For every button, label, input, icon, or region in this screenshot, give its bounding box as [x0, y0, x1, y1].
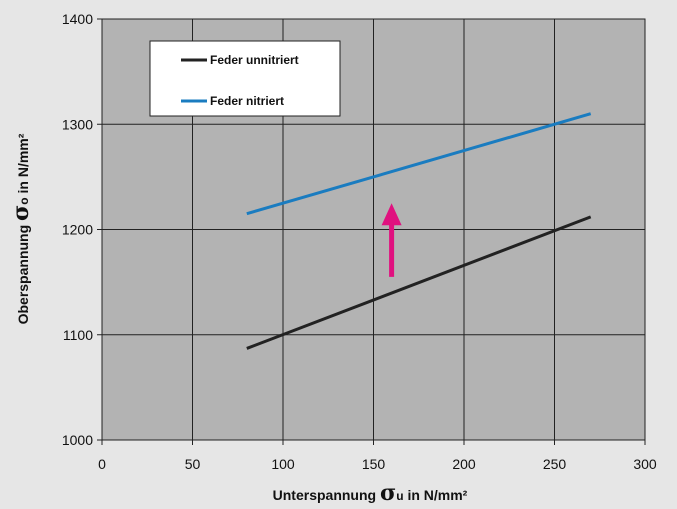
y-tick-label: 1000: [62, 432, 93, 448]
y-tick-labels: 1000 1100 1200 1300 1400: [62, 11, 93, 448]
increase-arrow: [381, 203, 402, 277]
x-axis-title: Unterspannung σu in N/mm²: [273, 480, 468, 506]
arrow-head: [381, 203, 402, 226]
legend: Feder unnitriert Feder nitriert: [149, 40, 341, 117]
x-tick-label: 250: [543, 456, 567, 472]
y-tick-label: 1400: [62, 11, 93, 27]
series-line-nitriert: [246, 112, 592, 216]
series-line-unnitriert: [246, 215, 592, 350]
y-axis-title: Oberspannung σo in N/mm²: [8, 133, 34, 324]
y-tick-label: 1100: [63, 327, 93, 343]
series-lines: [246, 112, 592, 350]
y-tick-label: 1300: [62, 116, 93, 132]
x-tick-label: 100: [271, 456, 295, 472]
x-tick-label: 0: [98, 456, 106, 472]
y-tick-label: 1200: [62, 222, 93, 238]
legend-label-nitriert: Feder nitriert: [210, 94, 284, 108]
x-tick-labels: 0 50 100 150 200 250 300: [98, 456, 657, 472]
legend-box: [149, 40, 341, 117]
x-tick-label: 150: [362, 456, 386, 472]
legend-label-unnitriert: Feder unnitriert: [210, 53, 299, 67]
x-tick-label: 200: [452, 456, 476, 472]
x-tick-label: 300: [633, 456, 657, 472]
plot-border: [101, 18, 646, 441]
x-tick-label: 50: [185, 456, 201, 472]
